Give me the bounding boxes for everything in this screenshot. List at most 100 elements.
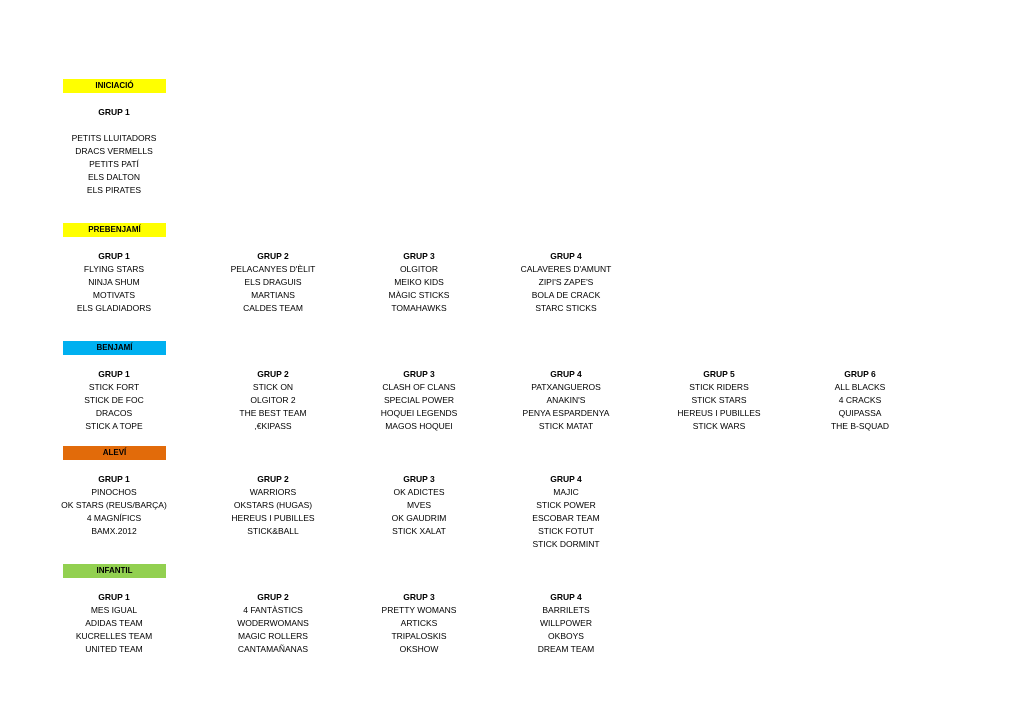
team-name: PENYA ESPARDENYA	[522, 408, 610, 418]
team-name: MAJIC	[553, 487, 579, 497]
team-name: ANAKIN'S	[546, 395, 586, 405]
team-name: THE B-SQUAD	[830, 421, 890, 431]
team-name: HEREUS I PUBILLES	[677, 408, 761, 418]
category-label: PREBENJAMÍ	[63, 223, 166, 237]
team-name: OK STARS (REUS/BARÇA)	[61, 500, 167, 510]
group-column: GRUP 1 STICK FORT STICK DE FOC DRACOS STICK …	[39, 368, 189, 433]
team-name: CLASH OF CLANS	[382, 382, 456, 392]
group-title: GRUP 3	[403, 474, 435, 484]
team-name: MAGIC ROLLERS	[238, 631, 308, 641]
group-title: GRUP 4	[550, 251, 582, 261]
team-name: PRETTY WOMANS	[381, 605, 457, 615]
group-column: GRUP 3 PRETTY WOMANS ARTICKS TRIPALOSKIS OKS…	[344, 591, 494, 656]
team-name: ZIPI'S ZAPE'S	[538, 277, 594, 287]
group-column: GRUP 3 OLGITOR MEIKO KIDS MÀGIC STICKS TOMAH…	[344, 250, 494, 315]
team-name: STICK FORT	[88, 382, 140, 392]
team-name: STICK XALAT	[392, 526, 446, 536]
team-name: STICK ON	[252, 382, 294, 392]
team-name: ADIDAS TEAM	[85, 618, 143, 628]
team-name: MEIKO KIDS	[394, 277, 444, 287]
team-name: STICK POWER	[536, 500, 596, 510]
team-name: ELS DRAGUIS	[244, 277, 302, 287]
group-title: GRUP 4	[550, 474, 582, 484]
group-title: GRUP 6	[844, 369, 876, 379]
team-name: OK ADICTES	[393, 487, 445, 497]
group-title: GRUP 4	[550, 592, 582, 602]
team-name: THE BEST TEAM	[239, 408, 307, 418]
team-name: CANTAMAÑANAS	[237, 644, 309, 654]
team-name: MOTIVATS	[92, 290, 136, 300]
team-name: PATXANGUEROS	[531, 382, 601, 392]
team-name: SPECIAL POWER	[383, 395, 455, 405]
team-name: TOMAHAWKS	[391, 303, 447, 313]
team-name: WILLPOWER	[540, 618, 592, 628]
team-name: ARTICKS	[400, 618, 438, 628]
group-title: GRUP 2	[257, 474, 289, 484]
group-column: GRUP 6 ALL BLACKS 4 CRACKS QUIPASSA THE B-SQ…	[785, 368, 935, 433]
group-title: GRUP 3	[403, 592, 435, 602]
team-name: OKSTARS (HUGAS)	[233, 500, 313, 510]
group-column: GRUP 1 PINOCHOS OK STARS (REUS/BARÇA) 4 MAG…	[39, 473, 189, 538]
group-column: GRUP 3 OK ADICTES MVES OK GAUDRIM STICK XALA…	[344, 473, 494, 538]
group-column: GRUP 1 FLYING STARS NINJA SHUM MOTIVATS ELS …	[39, 250, 189, 315]
group-column: GRUP 5 STICK RIDERS STICK STARS HEREUS I PU…	[644, 368, 794, 433]
group-title: GRUP 1	[98, 369, 130, 379]
group-title: GRUP 3	[403, 369, 435, 379]
team-name: OK GAUDRIM	[391, 513, 447, 523]
team-name: OKBOYS	[548, 631, 584, 641]
team-name: STICK RIDERS	[689, 382, 749, 392]
team-name: STICK A TOPE	[85, 421, 143, 431]
group-title: GRUP 1	[98, 592, 130, 602]
team-name: MARTIANS	[251, 290, 295, 300]
team-name: HEREUS I PUBILLES	[231, 513, 315, 523]
team-name: ,€KIPASS	[254, 421, 292, 431]
team-name: STICK DE FOC	[84, 395, 144, 405]
group-title: GRUP 2	[257, 592, 289, 602]
team-name: OLGITOR 2	[250, 395, 296, 405]
team-name: ESCOBAR TEAM	[532, 513, 600, 523]
team-name: 4 CRACKS	[838, 395, 882, 405]
team-name: BOLA DE CRACK	[531, 290, 601, 300]
team-name: KUCRELLES TEAM	[75, 631, 153, 641]
team-name: PELACANYES D'ÈLIT	[230, 264, 316, 274]
team-name: STICK WARS	[692, 421, 746, 431]
group-column: GRUP 2 WARRIORS OKSTARS (HUGAS) HEREUS I PU…	[198, 473, 348, 538]
category-label: BENJAMÍ	[63, 341, 166, 355]
group-column: GRUP 1 PETITS LLUITADORS DRACS VERMELLS PET…	[39, 106, 189, 197]
team-name: OKSHOW	[399, 644, 439, 654]
group-column: GRUP 2 STICK ON OLGITOR 2 THE BEST TEAM ,€KI…	[198, 368, 348, 433]
group-title: GRUP 5	[703, 369, 735, 379]
group-column: GRUP 2 PELACANYES D'ÈLIT ELS DRAGUIS MARTIA…	[198, 250, 348, 315]
group-title: GRUP 1	[98, 474, 130, 484]
group-title: GRUP 2	[257, 251, 289, 261]
category-label: INICIACIÓ	[63, 79, 166, 93]
group-column: GRUP 4 PATXANGUEROS ANAKIN'S PENYA ESPARDEN…	[491, 368, 641, 433]
team-name: MES IGUAL	[90, 605, 138, 615]
team-name: QUIPASSA	[838, 408, 882, 418]
group-column: GRUP 3 CLASH OF CLANS SPECIAL POWER HOQUEI …	[344, 368, 494, 433]
team-name: ELS GLADIADORS	[76, 303, 152, 313]
team-name: STICK MATAT	[538, 421, 594, 431]
team-name: DREAM TEAM	[537, 644, 595, 654]
team-name: 4 FANTÀSTICS	[243, 605, 303, 615]
group-column: GRUP 4 BARRILETS WILLPOWER OKBOYS DREAM TEAM	[491, 591, 641, 656]
team-name: PETITS LLUITADORS	[71, 133, 157, 143]
group-column: GRUP 4 MAJIC STICK POWER ESCOBAR TEAM STICK …	[491, 473, 641, 551]
team-name: PINOCHOS	[91, 487, 137, 497]
team-name: ELS PIRATES	[86, 185, 142, 195]
team-name: ELS DALTON	[87, 172, 141, 182]
team-name: BAMX.2012	[91, 526, 137, 536]
group-title: GRUP 1	[98, 251, 130, 261]
team-name: CALDES TEAM	[243, 303, 303, 313]
team-name: DRACS VERMELLS	[75, 146, 153, 156]
group-column: GRUP 1 MES IGUAL ADIDAS TEAM KUCRELLES TEAM…	[39, 591, 189, 656]
team-name: STICK FOTUT	[538, 526, 594, 536]
team-name: DRACOS	[95, 408, 133, 418]
team-name: CALAVERES D'AMUNT	[520, 264, 612, 274]
team-name: STICK&BALL	[247, 526, 299, 536]
group-column: GRUP 4 CALAVERES D'AMUNT ZIPI'S ZAPE'S BOLA…	[491, 250, 641, 315]
category-label: INFANTIL	[63, 564, 166, 578]
team-name: ALL BLACKS	[834, 382, 886, 392]
team-name: PETITS PATÍ	[89, 159, 139, 169]
team-name: NINJA SHUM	[88, 277, 140, 287]
